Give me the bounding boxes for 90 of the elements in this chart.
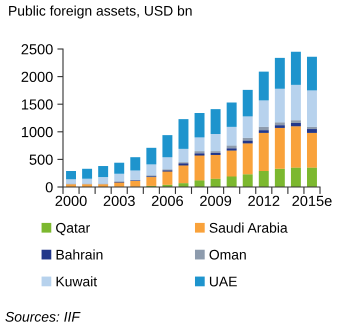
- bar: [306, 132, 317, 168]
- bar: [258, 72, 269, 100]
- bar: [290, 52, 301, 85]
- bar: [194, 153, 205, 156]
- x-tick-label: 2000: [56, 196, 87, 206]
- bar: [178, 119, 188, 149]
- bar: [98, 166, 108, 178]
- bar: [242, 140, 253, 144]
- source-note: Sources: IIF: [5, 312, 81, 322]
- chart-title: Public foreign assets, USD bn: [9, 6, 192, 18]
- bar: [146, 164, 156, 176]
- legend-label: Kuwait: [56, 276, 98, 286]
- bar: [178, 148, 188, 162]
- x-tick-label: 2003: [104, 196, 135, 206]
- bar: [258, 126, 269, 130]
- y-tick-label: 1000: [22, 126, 53, 138]
- bar: [242, 138, 253, 141]
- bar: [290, 122, 301, 126]
- bar: [210, 134, 221, 152]
- bar: [82, 184, 92, 187]
- bar: [194, 113, 205, 138]
- bar: [162, 135, 172, 158]
- x-tick-label: 2012: [248, 196, 280, 206]
- bar: [130, 170, 140, 180]
- bar: [194, 156, 205, 180]
- bar: [226, 150, 237, 177]
- bar: [306, 126, 317, 130]
- bar: [82, 178, 92, 184]
- y-tick-label: 1500: [22, 99, 53, 110]
- bar: [226, 146, 237, 148]
- bar: [226, 102, 237, 127]
- bar: [210, 178, 221, 187]
- bar: [306, 56, 317, 90]
- bar: [130, 180, 140, 186]
- bar: [290, 126, 301, 168]
- bar: [226, 148, 237, 151]
- legend-label: Saudi Arabia: [210, 222, 288, 233]
- bar: [178, 183, 188, 187]
- bar: [162, 157, 172, 170]
- bar: [274, 58, 285, 89]
- legend-label: Oman: [210, 250, 246, 260]
- bar: [178, 165, 188, 184]
- bar: [194, 137, 205, 152]
- bar: [66, 170, 76, 180]
- bar: [66, 179, 76, 184]
- bar: [242, 143, 253, 174]
- x-tick-label: 2006: [152, 196, 183, 206]
- bar: [290, 168, 301, 187]
- bar: [226, 176, 237, 187]
- legend-label: Qatar: [56, 222, 90, 236]
- bar: [98, 184, 108, 187]
- bar: [258, 130, 269, 133]
- legend-label: UAE: [210, 276, 237, 286]
- bar: [258, 132, 269, 171]
- bar: [242, 174, 253, 187]
- bar: [274, 128, 285, 169]
- bar: [114, 182, 124, 186]
- bar: [82, 168, 92, 179]
- x-tick-label: 2015e: [292, 196, 332, 206]
- bar: [306, 90, 317, 127]
- bar: [114, 162, 124, 174]
- y-tick-label: 2000: [22, 72, 53, 82]
- legend-label: Bahrain: [56, 249, 102, 260]
- bar: [290, 84, 301, 120]
- bar: [258, 170, 269, 187]
- y-tick-label: 500: [30, 154, 53, 165]
- bar: [274, 122, 285, 126]
- bar: [210, 109, 221, 134]
- bar: [210, 154, 221, 179]
- bar: [146, 148, 156, 164]
- bar: [146, 177, 156, 186]
- bar: [114, 174, 124, 182]
- y-tick-label: 0: [46, 182, 53, 192]
- bar: [194, 180, 205, 187]
- y-tick-label: 2500: [22, 44, 53, 54]
- bar: [290, 120, 301, 123]
- bar: [226, 126, 237, 146]
- bar: [242, 90, 253, 116]
- bar: [274, 125, 285, 128]
- bar: [274, 168, 285, 187]
- bar: [162, 172, 172, 185]
- bar: [98, 177, 108, 184]
- bar: [258, 100, 269, 127]
- x-tick-label: 2009: [200, 196, 232, 206]
- bar: [66, 184, 76, 187]
- bar: [306, 168, 317, 187]
- bar: [130, 157, 140, 170]
- bar: [274, 88, 285, 122]
- bar: [242, 116, 253, 138]
- bar: [306, 129, 317, 133]
